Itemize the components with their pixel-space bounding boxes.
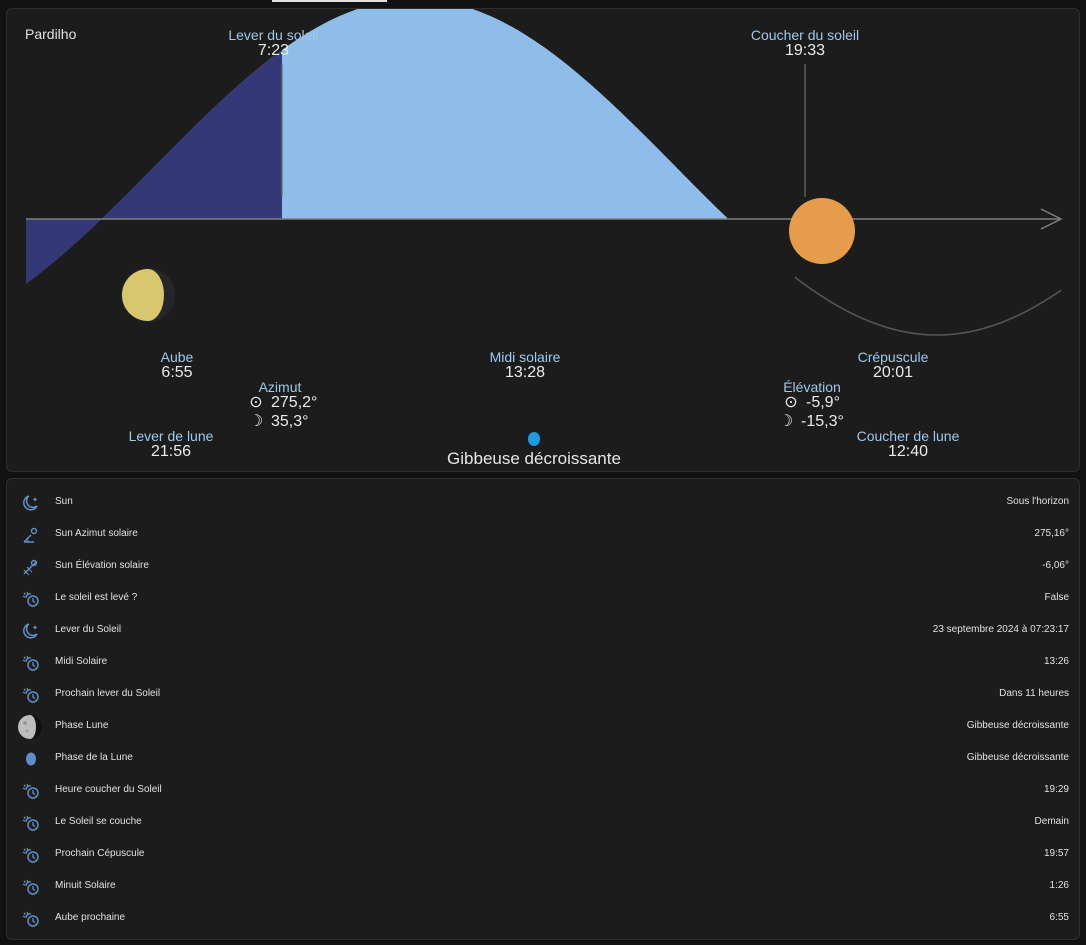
sunset-time: 19:33: [784, 42, 826, 59]
elevation-sun-row: ⊙ -5,9°: [780, 394, 840, 412]
sun-path-graph: [26, 9, 1063, 446]
moonset-time: 12:40: [887, 443, 929, 460]
entity-row[interactable]: Midi Solaire 13:26: [7, 647, 1081, 679]
sun-clock-icon: [21, 910, 41, 928]
entity-state: 23 septembre 2024 à 07:23:17: [932, 624, 1069, 635]
entity-row[interactable]: Lever du Soleil 23 septembre 2024 à 07:23…: [7, 615, 1081, 647]
entity-name[interactable]: Prochain lever du Soleil: [55, 688, 161, 699]
azimuth-sun-value: 275,2°: [271, 394, 318, 411]
entity-state: 1:26: [1049, 880, 1069, 891]
sun-symbol-icon: ⊙: [784, 394, 798, 411]
sun-clock-icon: [21, 878, 41, 896]
entity-name[interactable]: Lever du Soleil: [55, 624, 122, 635]
sun-elevation-icon: [21, 558, 41, 576]
entity-row[interactable]: Prochain Cépuscule 19:57: [7, 839, 1081, 871]
entity-state: 13:26: [1043, 656, 1069, 667]
entity-row[interactable]: Sun Élévation solaire -6,06°: [7, 551, 1081, 583]
sun-azimuth-icon: [21, 526, 41, 544]
moon-symbol-icon: ☽: [778, 413, 794, 430]
entity-state: Sous l'horizon: [1006, 496, 1070, 507]
moonrise-label: Lever de lune: [128, 428, 214, 444]
entity-name[interactable]: Midi Solaire: [55, 656, 108, 667]
moon-photo-icon: [18, 715, 42, 739]
sun-path-line: [795, 276, 1062, 336]
moon-icon: [121, 268, 175, 322]
azimuth-sun-row: ⊙ 275,2°: [245, 394, 317, 412]
dawn-time: 6:55: [161, 364, 193, 381]
sunrise-time: 7:23: [257, 42, 290, 59]
entity-name[interactable]: Phase de la Lune: [55, 752, 133, 763]
entity-row[interactable]: Phase de la Lune Gibbeuse décroissante: [7, 743, 1081, 775]
weather-night-icon: [21, 494, 41, 512]
entity-name[interactable]: Heure coucher du Soleil: [55, 784, 162, 795]
entity-state: Gibbeuse décroissante: [966, 752, 1069, 763]
entity-name[interactable]: Aube prochaine: [55, 912, 126, 923]
sun-clock-icon: [21, 686, 41, 704]
moon-phase-icon: [528, 432, 540, 446]
entity-state: 6:55: [1049, 912, 1069, 923]
entity-name[interactable]: Sun Élévation solaire: [55, 560, 149, 571]
sun-clock-icon: [21, 590, 41, 608]
weather-night-icon: [21, 622, 41, 640]
solar-noon-label: Midi solaire: [489, 349, 561, 365]
azimuth-moon-value: 35,3°: [271, 413, 309, 430]
entity-state: 275,16°: [1034, 528, 1069, 539]
entity-state: Demain: [1034, 816, 1069, 827]
elevation-sun-value: -5,9°: [806, 394, 840, 411]
entity-row[interactable]: Sun Azimut solaire 275,16°: [7, 519, 1081, 551]
night-area: [26, 50, 282, 284]
moon-phase-text: Gibbeuse décroissante: [447, 449, 621, 468]
entity-row[interactable]: Phase Lune Gibbeuse décroissante: [7, 711, 1081, 743]
moon-symbol-icon: ☽: [248, 413, 264, 430]
moon-waning-gibbous-icon: [21, 750, 41, 768]
sunset-label: Coucher du soleil: [750, 27, 860, 43]
sun-clock-icon: [21, 814, 41, 832]
entity-name[interactable]: Sun Azimut solaire: [55, 528, 138, 539]
solar-noon-time: 13:28: [504, 364, 546, 381]
entity-row[interactable]: Heure coucher du Soleil 19:29: [7, 775, 1081, 807]
elevation-moon-row: ☽ -15,3°: [775, 413, 844, 431]
moonset-label: Coucher de lune: [856, 428, 960, 444]
active-tab-indicator: [272, 0, 387, 2]
sun-clock-icon: [21, 654, 41, 672]
azimuth-label: Azimut: [258, 379, 302, 395]
entity-row[interactable]: Aube prochaine 6:55: [7, 903, 1081, 935]
entity-name[interactable]: Minuit Solaire: [55, 880, 116, 891]
entity-state: Gibbeuse décroissante: [966, 720, 1069, 731]
dusk-label: Crépuscule: [857, 349, 929, 365]
location-title: Pardilho: [25, 26, 77, 42]
entity-name[interactable]: Sun: [55, 496, 73, 507]
entity-name[interactable]: Phase Lune: [55, 720, 109, 731]
entity-state: 19:29: [1043, 784, 1069, 795]
sun-clock-icon: [21, 846, 41, 864]
sunrise-label: Lever du soleil: [228, 27, 319, 43]
entity-name[interactable]: Le soleil est levé ?: [55, 592, 138, 603]
sun-symbol-icon: ⊙: [249, 394, 263, 411]
entity-name[interactable]: Le Soleil se couche: [55, 816, 142, 827]
elevation-label: Élévation: [783, 379, 841, 395]
elevation-moon-value: -15,3°: [801, 413, 844, 430]
daylight-area: [26, 9, 1061, 219]
entity-state: Dans 11 heures: [999, 688, 1069, 699]
entity-state: 19:57: [1043, 848, 1069, 859]
entity-row[interactable]: Prochain lever du Soleil Dans 11 heures: [7, 679, 1081, 711]
entity-row[interactable]: Minuit Solaire 1:26: [7, 871, 1081, 903]
dusk-time: 20:01: [872, 364, 914, 381]
sun-card[interactable]: Pardilho Lever du soleil 7:23 Coucher du…: [6, 8, 1080, 472]
moonrise-time: 21:56: [150, 443, 192, 460]
entity-row[interactable]: Le Soleil se couche Demain: [7, 807, 1081, 839]
dawn-label: Aube: [160, 349, 194, 365]
sun-icon: [789, 198, 855, 264]
sun-clock-icon: [21, 782, 41, 800]
entity-name[interactable]: Prochain Cépuscule: [55, 848, 145, 859]
entity-row[interactable]: Le soleil est levé ? False: [7, 583, 1081, 615]
entity-row[interactable]: Sun Sous l'horizon: [7, 487, 1081, 519]
azimuth-moon-row: ☽ 35,3°: [245, 413, 309, 431]
entity-state: False: [1044, 592, 1069, 603]
entity-state: -6,06°: [1042, 560, 1069, 571]
entities-card: Sun Sous l'horizon Sun Azimut solaire 275,1…: [6, 478, 1080, 940]
horizon-arrow-icon: [1040, 208, 1063, 230]
